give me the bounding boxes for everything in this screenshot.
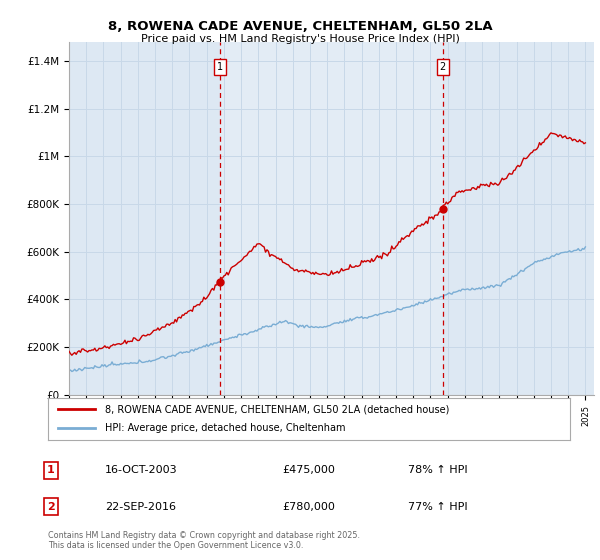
Text: 78% ↑ HPI: 78% ↑ HPI	[408, 465, 467, 475]
Bar	[220, 42, 443, 395]
Text: £475,000: £475,000	[282, 465, 335, 475]
Text: 1: 1	[47, 465, 55, 475]
Text: 1: 1	[217, 62, 223, 72]
Text: 77% ↑ HPI: 77% ↑ HPI	[408, 502, 467, 512]
Text: HPI: Average price, detached house, Cheltenham: HPI: Average price, detached house, Chel…	[106, 423, 346, 433]
Text: Contains HM Land Registry data © Crown copyright and database right 2025.
This d: Contains HM Land Registry data © Crown c…	[48, 530, 360, 550]
Text: 16-OCT-2003: 16-OCT-2003	[105, 465, 178, 475]
Text: 2: 2	[47, 502, 55, 512]
Text: 8, ROWENA CADE AVENUE, CHELTENHAM, GL50 2LA (detached house): 8, ROWENA CADE AVENUE, CHELTENHAM, GL50 …	[106, 404, 450, 414]
Text: £780,000: £780,000	[282, 502, 335, 512]
Text: 22-SEP-2016: 22-SEP-2016	[105, 502, 176, 512]
Text: 2: 2	[440, 62, 446, 72]
Text: 8, ROWENA CADE AVENUE, CHELTENHAM, GL50 2LA: 8, ROWENA CADE AVENUE, CHELTENHAM, GL50 …	[107, 20, 493, 32]
Text: Price paid vs. HM Land Registry's House Price Index (HPI): Price paid vs. HM Land Registry's House …	[140, 34, 460, 44]
